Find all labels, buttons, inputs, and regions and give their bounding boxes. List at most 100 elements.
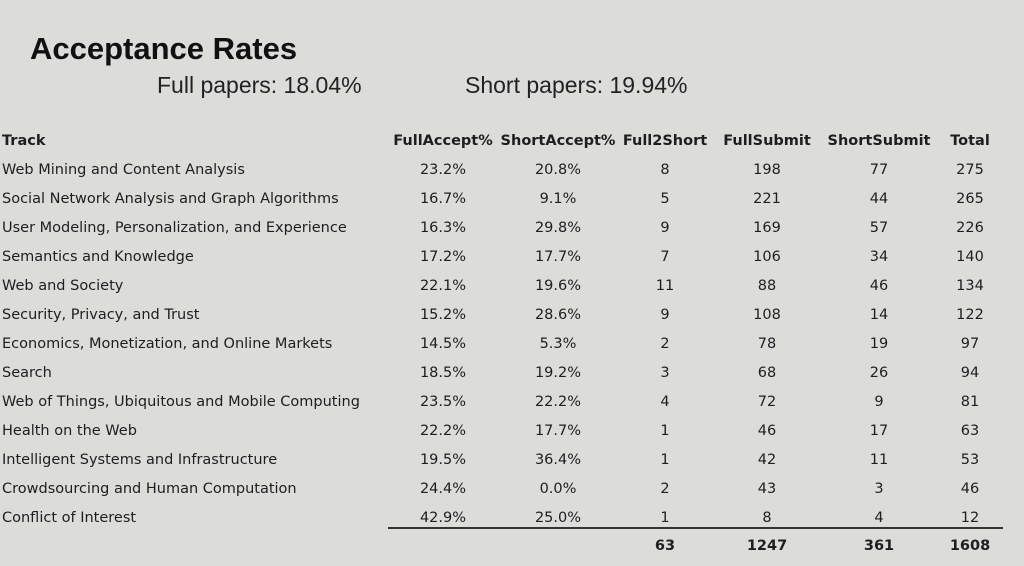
table-cell: 17.7% xyxy=(534,422,582,439)
track-name: Health on the Web xyxy=(2,422,137,439)
title: Acceptance Rates xyxy=(30,31,298,66)
column-header: ShortSubmit xyxy=(827,132,931,149)
table-cell: 42 xyxy=(757,451,777,468)
track-name: User Modeling, Personalization, and Expe… xyxy=(2,219,347,236)
table-cell: 3 xyxy=(660,364,670,381)
table-cell: 11 xyxy=(869,451,889,468)
table-cell: 22.1% xyxy=(419,277,467,294)
table-cell: 68 xyxy=(757,364,777,381)
table-cell: 18.5% xyxy=(419,364,467,381)
table-cell: 77 xyxy=(869,161,889,178)
table-cell: 78 xyxy=(757,335,777,352)
table-rule xyxy=(388,527,1003,529)
table-cell: 8 xyxy=(660,161,670,178)
track-name: Web and Society xyxy=(2,277,124,294)
table-cell: 57 xyxy=(869,219,889,236)
table-cell: 43 xyxy=(757,480,777,497)
table-cell: 42.9% xyxy=(419,509,467,526)
table-cell: 221 xyxy=(753,190,781,207)
track-name: Semantics and Knowledge xyxy=(2,248,194,265)
table-cell: 34 xyxy=(869,248,889,265)
table-cell: 29.8% xyxy=(534,219,582,236)
table-cell: 1 xyxy=(660,451,670,468)
table-cell: 8 xyxy=(762,509,772,526)
table-cell: 16.3% xyxy=(419,219,467,236)
table-cell: 1 xyxy=(660,509,670,526)
table-cell: 17 xyxy=(869,422,889,439)
total-cell: 1247 xyxy=(746,537,788,554)
track-name: Social Network Analysis and Graph Algori… xyxy=(2,190,339,207)
track-name: Search xyxy=(2,364,52,381)
table-cell: 17.2% xyxy=(419,248,467,265)
total-cell: 1608 xyxy=(949,537,991,554)
table-cell: 11 xyxy=(655,277,675,294)
table-cell: 106 xyxy=(753,248,781,265)
table-cell: 140 xyxy=(956,248,984,265)
table-cell: 5 xyxy=(660,190,670,207)
total-cell: 63 xyxy=(654,537,676,554)
table-cell: 134 xyxy=(956,277,984,294)
table-cell: 20.8% xyxy=(534,161,582,178)
total-cell: 361 xyxy=(863,537,895,554)
column-header: ShortAccept% xyxy=(500,132,616,149)
table-cell: 265 xyxy=(956,190,984,207)
table-cell: 15.2% xyxy=(419,306,467,323)
track-name: Web Mining and Content Analysis xyxy=(2,161,245,178)
table-cell: 3 xyxy=(874,480,884,497)
short-rate: Short papers: 19.94% xyxy=(465,72,688,98)
table-cell: 22.2% xyxy=(419,422,467,439)
table-cell: 12 xyxy=(960,509,980,526)
column-header: FullSubmit xyxy=(723,132,811,149)
column-header: Track xyxy=(2,132,46,149)
table-cell: 63 xyxy=(960,422,980,439)
table-cell: 122 xyxy=(956,306,984,323)
table-cell: 97 xyxy=(960,335,980,352)
table-cell: 46 xyxy=(960,480,980,497)
full-rate: Full papers: 18.04% xyxy=(157,72,362,98)
table-cell: 44 xyxy=(869,190,889,207)
track-name: Conflict of Interest xyxy=(2,509,137,526)
track-name: Economics, Monetization, and Online Mark… xyxy=(2,335,333,352)
table-cell: 4 xyxy=(660,393,670,410)
table-cell: 46 xyxy=(757,422,777,439)
table-cell: 28.6% xyxy=(534,306,582,323)
table-cell: 26 xyxy=(869,364,889,381)
table-cell: 94 xyxy=(960,364,980,381)
table-cell: 9 xyxy=(660,306,670,323)
table-cell: 14.5% xyxy=(419,335,467,352)
table-cell: 4 xyxy=(874,509,884,526)
table-cell: 46 xyxy=(869,277,889,294)
table-cell: 23.2% xyxy=(419,161,467,178)
track-name: Web of Things, Ubiquitous and Mobile Com… xyxy=(2,393,360,410)
column-header: Full2Short xyxy=(622,132,708,149)
table-cell: 81 xyxy=(960,393,980,410)
table-cell: 25.0% xyxy=(534,509,582,526)
table-cell: 22.2% xyxy=(534,393,582,410)
column-header: FullAccept% xyxy=(393,132,493,149)
table-cell: 275 xyxy=(956,161,984,178)
table-cell: 2 xyxy=(660,335,670,352)
table-cell: 36.4% xyxy=(534,451,582,468)
table-cell: 19 xyxy=(869,335,889,352)
table-cell: 198 xyxy=(753,161,781,178)
track-name: Intelligent Systems and Infrastructure xyxy=(2,451,278,468)
table-cell: 17.7% xyxy=(534,248,582,265)
table-cell: 0.0% xyxy=(539,480,577,497)
table-cell: 7 xyxy=(660,248,670,265)
table-cell: 19.6% xyxy=(534,277,582,294)
table-cell: 53 xyxy=(960,451,980,468)
table-cell: 24.4% xyxy=(419,480,467,497)
table-cell: 169 xyxy=(753,219,781,236)
track-name: Crowdsourcing and Human Computation xyxy=(2,480,297,497)
table-cell: 19.5% xyxy=(419,451,467,468)
column-header: Total xyxy=(950,132,990,149)
table-cell: 88 xyxy=(757,277,777,294)
table-cell: 16.7% xyxy=(419,190,467,207)
table-cell: 14 xyxy=(869,306,889,323)
table-cell: 1 xyxy=(660,422,670,439)
table-cell: 2 xyxy=(660,480,670,497)
table-cell: 19.2% xyxy=(534,364,582,381)
table-cell: 226 xyxy=(956,219,984,236)
table-cell: 23.5% xyxy=(419,393,467,410)
